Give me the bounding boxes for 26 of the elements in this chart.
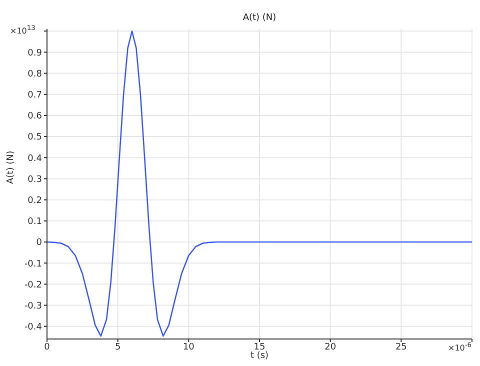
text: ×10$^{-6}$ xyxy=(448,341,472,353)
text: ×10$^{13}$ xyxy=(10,24,36,36)
x-tick-label: 0 xyxy=(44,342,50,352)
y-tick-label: 0.7 xyxy=(28,90,42,101)
y-tick-label: 0.8 xyxy=(28,69,42,80)
x-tick-label: 15 xyxy=(254,342,266,352)
y-axis-title: A(t) (N) xyxy=(6,150,16,184)
x-tick-label: 20 xyxy=(324,342,336,352)
y-tick-label: -0.1 xyxy=(24,259,42,270)
y-tick-label: -0.4 xyxy=(24,322,42,333)
y-tick-label: 0.2 xyxy=(28,196,42,206)
y-tick-label: -0.2 xyxy=(24,280,42,290)
chart-title: A(t) (N) xyxy=(242,13,278,23)
y-tick-label: 0.4 xyxy=(28,154,42,164)
x-axis-title: t (s) xyxy=(249,351,270,361)
y-tick-label: 0.5 xyxy=(28,132,42,143)
x-tick-label: 25 xyxy=(395,342,407,352)
y-tick-label: 0.1 xyxy=(28,217,42,228)
y-tick-label: -0.3 xyxy=(24,301,42,312)
y-tick-label: 0.6 xyxy=(28,112,42,122)
x-tick-label: 5 xyxy=(114,342,121,352)
x-tick-label: 10 xyxy=(182,342,195,352)
y-tick-label: 0.9 xyxy=(28,48,42,58)
y-tick-label: 0 xyxy=(36,238,42,248)
y-tick-label: 0.3 xyxy=(28,174,42,185)
line-series xyxy=(47,30,472,337)
